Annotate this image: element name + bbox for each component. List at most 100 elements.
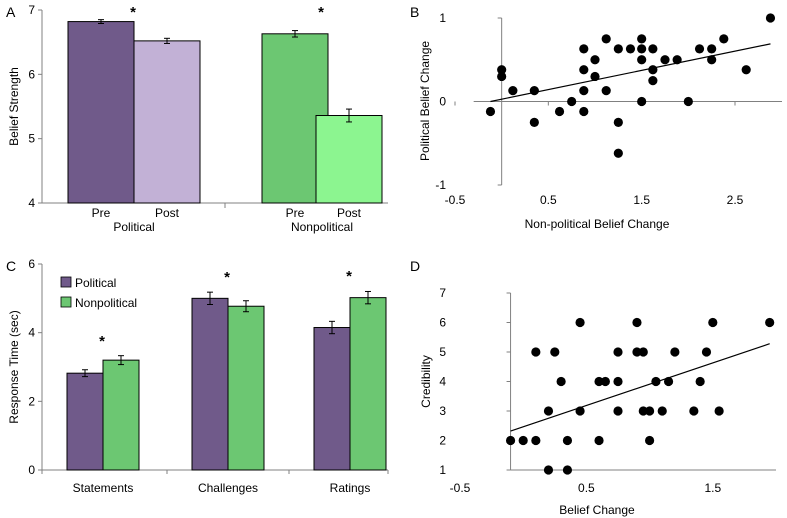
scatter-point [485,106,496,117]
scatter-point [613,148,623,158]
scatter-point [550,347,560,357]
panel-letter-d: D [410,258,420,274]
bar [67,21,135,204]
scatter-point [638,347,648,357]
scatter-point [638,406,648,416]
group-label: Nonpolitical [291,220,353,234]
scatter-point [508,86,518,96]
scatter-point [575,406,585,416]
significance-marker: * [224,269,230,286]
scatter-point [672,55,682,65]
scatter-point [632,317,642,328]
y-tick-label: 4 [28,326,35,340]
y-tick-label: 6 [439,316,446,330]
scatter-point [714,406,724,416]
y-tick-label: 0 [439,95,446,109]
scatter-point [579,86,589,96]
significance-marker: * [130,4,136,21]
significance-marker: * [99,333,105,350]
scatter-point [632,347,642,357]
y-tick-label: 4 [28,196,35,210]
scatter-point [708,317,718,328]
scatter-point [613,406,623,416]
y-tick-label: 0 [28,463,35,477]
scatter-point [765,13,776,23]
bar [66,372,104,471]
scatter-point [497,71,507,82]
scatter-point [613,376,623,387]
scatter-point [600,376,610,387]
y-tick-label: 4 [439,375,446,389]
scatter-point [645,406,655,416]
scatter-point [594,435,604,446]
bar-label: Pre [92,206,111,220]
scatter-point [648,44,658,54]
group-label: Political [113,220,154,234]
scatter-point [719,34,729,44]
y-tick-label: 3 [439,404,446,418]
legend-swatch [60,276,72,288]
y-tick-label: 1 [439,463,446,477]
scatter-point [651,376,661,387]
bar [102,359,140,471]
x-tick-label: 0.5 [540,193,557,207]
scatter-point [707,55,717,65]
legend-label: Political [75,276,116,290]
scatter-point [543,465,554,475]
scatter-point [590,55,600,65]
scatter-point [660,55,670,65]
scatter-point [579,106,589,117]
y-tick-label: 1 [439,11,446,25]
scatter-point [613,44,623,54]
panel-letter-c: C [6,258,16,274]
panel-d-chart: 1 2 3 4 5 6 7 -0.5 0.5 1.5 Belief Change Credibilit… [419,286,776,517]
scatter-point [562,435,573,446]
scatter-point [518,435,528,446]
scatter-point [741,65,751,75]
scatter-point [590,71,600,82]
scatter-point [694,44,705,54]
panel-letter-a: A [6,4,16,20]
scatter-point [648,65,658,75]
scatter-point [579,65,589,75]
scatter-point [707,44,717,54]
scatter-point [645,435,655,446]
y-tick-label: 5 [28,132,35,146]
scatter-point [683,96,693,107]
scatter-point [765,317,775,328]
scatter-point [613,347,623,357]
x-tick-label: 1.5 [704,481,721,495]
scatter-point [701,347,712,357]
scatter-point [637,55,647,65]
y-tick-label: 6 [28,67,35,81]
y-axis-title: Belief Strength [7,67,21,146]
y-tick-label: 7 [439,286,446,300]
scatter-point [497,65,507,75]
category-label: Statements [73,481,134,495]
scatter-point [648,76,658,86]
scatter-point [562,465,573,475]
scatter-point [556,376,566,387]
x-tick-label: 1.5 [633,193,650,207]
scatter-point [543,406,554,416]
panel-letter-b: B [410,4,419,20]
bar-label: Post [337,206,362,220]
panel-c-chart: 0 2 4 6 Response Time (sec) Statements * Challe… [7,257,389,495]
scatter-point [531,347,541,357]
y-axis-title: Response Time (sec) [7,310,21,423]
bar-label: Post [155,206,180,220]
y-tick-label: 5 [439,345,446,359]
y-tick-label: 6 [28,257,35,271]
scatter-point [567,96,577,107]
scatter-point [637,34,647,44]
scatter-point [613,117,623,127]
bar [315,115,383,204]
scatter-point [554,106,565,117]
trendline [510,343,770,432]
scatter-point [529,117,539,127]
x-tick-label: 0.5 [578,481,595,495]
legend-swatch [60,296,72,308]
category-label: Ratings [330,481,371,495]
